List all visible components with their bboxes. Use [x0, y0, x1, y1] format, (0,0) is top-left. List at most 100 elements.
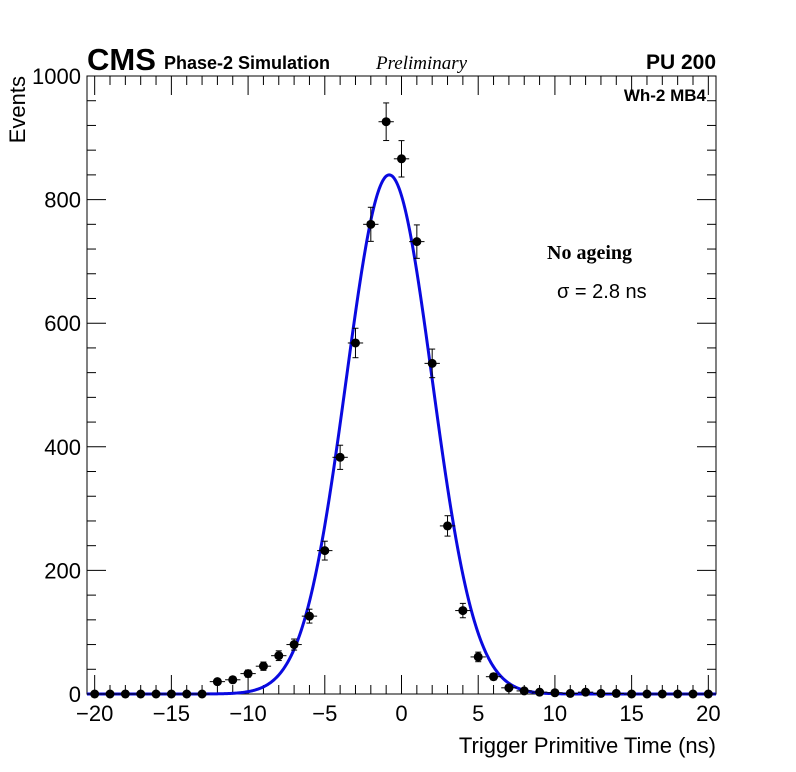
data-point	[286, 638, 302, 651]
data-marker	[136, 689, 146, 699]
data-point	[378, 102, 394, 142]
condition-label: No ageing	[547, 242, 632, 264]
data-marker	[182, 689, 192, 699]
data-marker	[673, 689, 683, 699]
data-marker	[212, 677, 222, 687]
data-point	[332, 444, 348, 470]
data-point	[301, 608, 318, 624]
data-marker	[197, 689, 207, 699]
x-tick-label: −5	[312, 701, 337, 726]
data-point	[455, 602, 471, 619]
data-point	[347, 327, 364, 359]
data-point	[271, 650, 287, 662]
x-tick-labels: −20 −15 −10 −5 0 5 10 15 20	[76, 701, 721, 726]
x-tick-label: 0	[395, 701, 407, 726]
data-point	[577, 687, 594, 697]
data-point	[133, 689, 149, 699]
x-tick-label: 5	[472, 701, 484, 726]
data-marker	[166, 689, 176, 699]
data-marker	[120, 689, 130, 699]
cms-label: CMS	[87, 42, 156, 77]
x-tick-label: −10	[229, 701, 266, 726]
data-marker	[458, 606, 468, 616]
data-point	[194, 689, 210, 699]
data-marker	[535, 687, 545, 697]
y-axis-title: Events	[5, 76, 30, 143]
data-point	[639, 689, 655, 699]
sigma-value: = 2.8 ns	[569, 281, 646, 303]
data-marker	[504, 683, 514, 693]
y-tick-label: 1000	[32, 64, 81, 89]
data-marker	[335, 452, 345, 462]
data-marker	[381, 117, 391, 127]
data-marker	[550, 688, 560, 698]
data-point	[87, 689, 103, 699]
phase2-subtitle: Phase-2 Simulation	[164, 53, 330, 73]
preliminary-label: Preliminary	[375, 53, 468, 74]
data-marker	[627, 689, 637, 699]
chamber-label: Wh-2 MB4	[624, 86, 707, 105]
data-point	[209, 677, 226, 687]
data-point	[501, 683, 517, 693]
sigma-label: σ = 2.8 ns	[557, 281, 647, 303]
data-marker	[642, 689, 652, 699]
data-marker	[581, 687, 591, 697]
y-tick-label: 800	[44, 188, 81, 213]
data-marker	[397, 154, 406, 164]
x-axis-title: Trigger Primitive Time (ns)	[459, 733, 716, 758]
data-marker	[565, 688, 575, 698]
y-tick-label: 0	[69, 682, 81, 707]
data-marker	[151, 689, 161, 699]
data-point	[654, 689, 670, 699]
data-point	[608, 688, 624, 698]
data-point	[685, 689, 701, 699]
data-marker	[304, 611, 314, 621]
x-tick-label: −20	[76, 701, 113, 726]
data-marker	[657, 689, 667, 699]
data-point	[393, 140, 410, 178]
data-marker	[320, 546, 330, 556]
data-marker	[688, 689, 698, 699]
data-marker	[105, 689, 115, 699]
data-point	[179, 689, 195, 699]
data-point	[255, 661, 272, 671]
x-tick-label: 20	[696, 701, 720, 726]
data-point	[409, 224, 425, 259]
data-point	[148, 689, 164, 699]
data-marker	[350, 338, 360, 348]
data-point	[102, 689, 118, 699]
data-marker	[258, 661, 268, 671]
data-marker	[427, 358, 437, 368]
data-point	[240, 669, 256, 679]
data-point	[317, 540, 333, 561]
data-point	[225, 675, 241, 685]
y-tick-label: 400	[44, 435, 81, 460]
y-tick-label: 200	[44, 558, 81, 583]
data-marker	[703, 689, 713, 699]
sigma-symbol: σ	[557, 281, 570, 303]
data-marker	[611, 688, 621, 698]
x-tick-label: −15	[153, 701, 190, 726]
data-marker	[243, 669, 253, 679]
data-points	[87, 102, 716, 699]
y-tick-labels: 0 200 400 600 800 1000	[32, 64, 81, 707]
data-point	[623, 689, 640, 699]
data-marker	[366, 219, 376, 229]
data-point	[470, 651, 486, 663]
data-marker	[473, 652, 483, 662]
data-point	[669, 689, 686, 699]
data-marker	[228, 675, 238, 685]
pileup-label: PU 200	[646, 51, 716, 74]
data-marker	[90, 689, 100, 699]
data-point	[516, 686, 532, 696]
data-marker	[489, 672, 499, 682]
data-point	[547, 688, 563, 698]
x-tick-label: 15	[619, 701, 643, 726]
x-tick-label: 10	[543, 701, 567, 726]
data-point	[163, 689, 180, 699]
data-marker	[519, 686, 529, 696]
data-point	[424, 348, 440, 379]
data-point	[439, 515, 456, 537]
data-point	[117, 689, 134, 699]
data-point	[531, 687, 548, 697]
